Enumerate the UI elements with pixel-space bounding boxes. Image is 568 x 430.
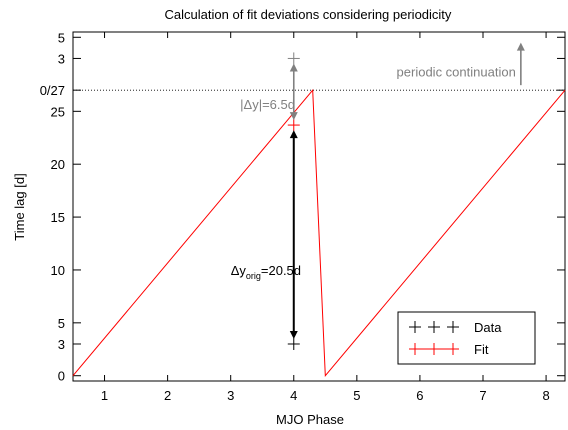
arrow-head xyxy=(289,112,298,121)
y-tick-label: 0 xyxy=(58,369,65,384)
x-axis-label: MJO Phase xyxy=(276,412,344,427)
delta-orig-value: =20.5d xyxy=(261,263,301,278)
arrows xyxy=(289,42,525,339)
y-tick-label: 5 xyxy=(58,316,65,331)
periodic-data-point-marker xyxy=(287,52,300,65)
arrow-head xyxy=(289,63,298,72)
fit-line xyxy=(72,88,566,378)
y-tick-label: 10 xyxy=(51,263,65,278)
plot-frame xyxy=(72,31,566,382)
x-tick-label: 1 xyxy=(101,388,108,403)
x-tick-label: 5 xyxy=(353,388,360,403)
x-axis-ticks: 1 2 3 4 5 6 7 8 xyxy=(101,32,550,403)
y-tick-label: 3 xyxy=(58,51,65,66)
delta-short-annotation: |Δy|=6.5d xyxy=(240,97,295,112)
y-tick-label: 20 xyxy=(51,157,65,172)
x-tick-label: 3 xyxy=(227,388,234,403)
delta-orig-prefix: Δy xyxy=(231,263,247,278)
arrow-head xyxy=(516,42,525,51)
y-tick-label: 0/27 xyxy=(40,83,65,98)
x-tick-label: 7 xyxy=(479,388,486,403)
delta-orig-subscript: orig xyxy=(246,271,261,281)
markers xyxy=(287,52,300,350)
legend-entry-data: Data xyxy=(409,320,502,335)
y-tick-label: 3 xyxy=(58,337,65,352)
legend-entry-fit: Fit xyxy=(409,342,489,357)
x-tick-label: 4 xyxy=(290,388,297,403)
arrow-head xyxy=(289,330,298,339)
legend-box xyxy=(397,311,536,365)
legend-label: Data xyxy=(474,320,502,335)
x-tick-label: 6 xyxy=(416,388,423,403)
y-axis-label: Time lag [d] xyxy=(12,173,27,240)
legend: Data Fit xyxy=(397,311,536,365)
data-point-marker xyxy=(287,337,300,350)
legend-label: Fit xyxy=(474,342,489,357)
periodic-continuation-label: periodic continuation xyxy=(397,64,516,79)
chart-title: Calculation of fit deviations considerin… xyxy=(165,7,452,22)
arrow-head xyxy=(289,130,298,139)
delta-orig-annotation: Δyorig=20.5d xyxy=(231,263,301,281)
x-tick-label: 8 xyxy=(542,388,549,403)
y-tick-label: 15 xyxy=(51,210,65,225)
y-axis-ticks: 0 3 5 10 15 20 25 0/27 3 5 xyxy=(40,30,565,384)
fit-point-marker xyxy=(287,119,300,132)
x-tick-label: 2 xyxy=(164,388,171,403)
y-tick-label: 25 xyxy=(51,104,65,119)
y-tick-label: 5 xyxy=(58,30,65,45)
